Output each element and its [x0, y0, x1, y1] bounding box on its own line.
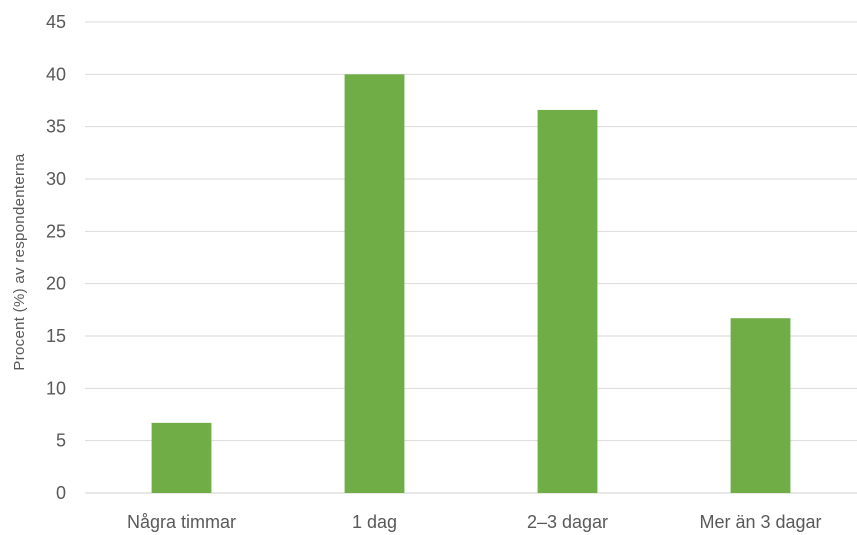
x-tick-label: Några timmar	[127, 512, 236, 532]
y-tick-label: 10	[46, 378, 66, 398]
bar	[537, 109, 598, 494]
bar	[730, 318, 791, 493]
y-tick-label: 20	[46, 274, 66, 294]
gridlines	[85, 21, 857, 494]
y-tick-label: 30	[46, 169, 66, 189]
y-tick-label: 5	[56, 431, 66, 451]
y-tick-label: 15	[46, 326, 66, 346]
x-tick-label: 2–3 dagar	[527, 512, 608, 532]
y-tick-label: 0	[56, 483, 66, 503]
y-tick-label: 25	[46, 221, 66, 241]
y-tick-label: 35	[46, 117, 66, 137]
x-tick-label: 1 dag	[352, 512, 397, 532]
bar	[151, 422, 212, 493]
x-axis-ticks: Några timmar 1 dag 2–3 dagar Mer än 3 dagar	[127, 512, 822, 532]
bar	[344, 74, 405, 493]
y-tick-label: 45	[46, 12, 66, 32]
x-tick-label: Mer än 3 dagar	[699, 512, 821, 532]
y-tick-label: 40	[46, 64, 66, 84]
bars	[151, 74, 791, 494]
y-axis-ticks: 0 5 10 15 20 25 30 35 40 45	[46, 12, 66, 503]
y-axis-title: Procent (%) av respondenterna	[11, 153, 28, 371]
